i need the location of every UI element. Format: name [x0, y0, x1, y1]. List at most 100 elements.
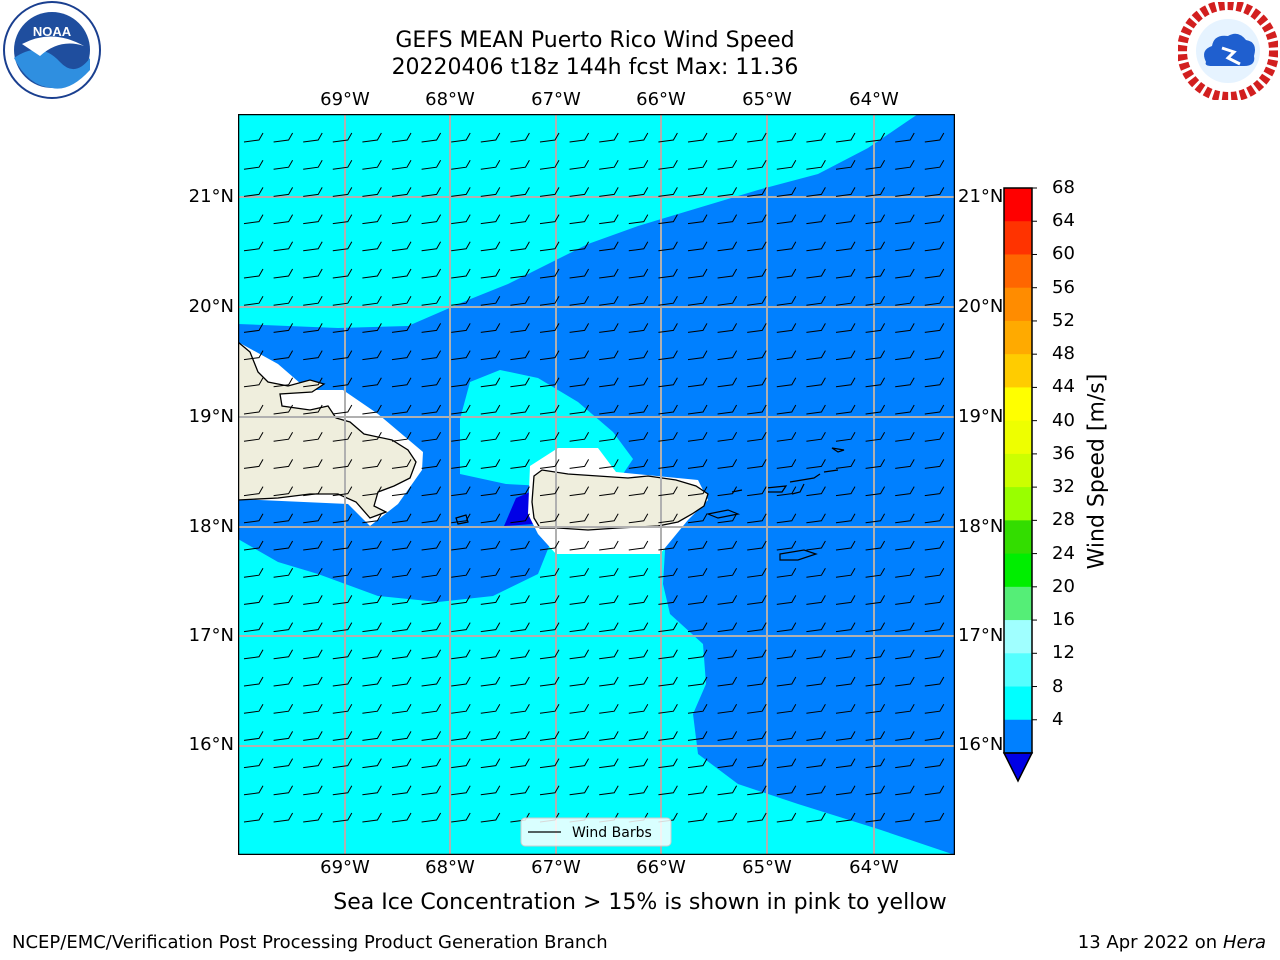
- wind-barb: [835, 676, 856, 687]
- wind-barb: [539, 622, 560, 633]
- wind-barb: [480, 295, 501, 306]
- wind-barb: [451, 567, 471, 578]
- wind-barb: [865, 595, 886, 605]
- wind-barb: [628, 703, 649, 714]
- wind-barb: [510, 132, 530, 143]
- wind-barb: [243, 703, 264, 714]
- wind-barb: [747, 567, 767, 578]
- lon-label-top-66w: 66°W: [636, 89, 686, 110]
- wind-barb: [628, 785, 649, 796]
- wind-barb: [451, 540, 471, 551]
- wind-barb: [599, 785, 619, 796]
- wind-barb: [480, 159, 501, 170]
- wind-barb: [421, 540, 442, 551]
- wind-barb: [747, 676, 767, 687]
- wind-barb: [776, 214, 797, 225]
- wind-barb: [865, 486, 886, 497]
- wind-barb: [806, 758, 826, 769]
- wind-barb: [391, 812, 412, 823]
- wind-barb: [865, 187, 886, 197]
- wind-barb: [243, 540, 264, 551]
- wind-barb: [332, 703, 353, 714]
- wind-barb: [451, 214, 471, 225]
- wind-barb: [391, 159, 412, 170]
- wind-barb: [421, 214, 442, 225]
- wind-barb: [717, 785, 738, 796]
- wind-barb: [480, 132, 501, 143]
- wind-barb: [303, 404, 323, 415]
- wind-barb: [451, 785, 471, 796]
- wind-barb: [776, 540, 797, 551]
- wind-barb: [717, 486, 738, 497]
- wind-barb: [303, 132, 323, 143]
- wind-barb: [865, 622, 886, 633]
- wind-barb: [806, 812, 826, 823]
- wind-barb: [776, 731, 797, 741]
- wind-barb: [895, 350, 915, 361]
- wind-barb: [924, 431, 945, 442]
- wind-barb: [421, 649, 442, 660]
- wind-barb: [539, 758, 560, 769]
- wind-barb: [628, 159, 649, 170]
- wind-barb: [687, 404, 708, 415]
- wind-barb: [539, 404, 560, 415]
- wind-barb: [332, 295, 353, 306]
- colorbar-segment: [1004, 320, 1032, 355]
- wind-barb: [599, 187, 619, 197]
- wind-barb: [776, 785, 797, 796]
- wind-barb: [717, 812, 738, 823]
- wind-barb: [658, 404, 678, 415]
- wind-barb: [924, 513, 945, 524]
- wind-barb: [776, 649, 797, 660]
- wind-barb: [717, 295, 738, 306]
- colorbar-segment: [1004, 553, 1032, 588]
- wind-barb: [599, 323, 619, 333]
- wind-barb: [569, 486, 590, 497]
- wind-barb: [510, 758, 530, 769]
- wind-barb: [391, 567, 412, 578]
- wind-barb: [451, 404, 471, 415]
- wind-barb: [362, 785, 382, 796]
- wind-barb: [628, 676, 649, 687]
- lon-label-bottom-68w: 68°W: [425, 857, 475, 878]
- wind-barb: [865, 323, 886, 333]
- wind-barb: [362, 513, 382, 524]
- wind-barb: [451, 459, 471, 469]
- wind-barb: [924, 350, 945, 361]
- wind-barb: [539, 159, 560, 170]
- wind-barb: [510, 268, 530, 279]
- wind-barb: [273, 812, 294, 823]
- wind-barb: [747, 377, 767, 388]
- wind-barb: [924, 159, 945, 170]
- wind-barb: [451, 731, 471, 741]
- wind-barb: [658, 703, 678, 714]
- colorbar-tick-label: 24: [1052, 542, 1075, 564]
- wind-barb: [806, 649, 826, 660]
- wind-barb: [924, 785, 945, 796]
- lat-label-right-16n: 16°N: [958, 734, 1004, 755]
- wind-barb: [835, 486, 856, 497]
- wind-barb: [628, 431, 649, 442]
- wind-barb: [539, 676, 560, 687]
- wind-barb: [806, 513, 826, 524]
- wind-barb: [835, 159, 856, 170]
- wind-barb: [569, 758, 590, 769]
- wind-barb: [658, 595, 678, 605]
- wind-barb: [480, 567, 501, 578]
- wind-barb: [806, 731, 826, 741]
- wind-barb: [362, 159, 382, 170]
- wind-barb: [628, 268, 649, 279]
- colorbar-segment: [1004, 620, 1032, 654]
- colorbar-segment: [1004, 387, 1032, 422]
- land-virgin-islands: [731, 447, 845, 495]
- wind-barb: [451, 159, 471, 170]
- wind-barb: [687, 731, 708, 741]
- wind-barb: [924, 132, 945, 143]
- wind-barb: [303, 295, 323, 306]
- wind-barb: [569, 785, 590, 796]
- wind-barb: [569, 513, 590, 524]
- wind-barb: [569, 377, 590, 388]
- wind-barb: [865, 295, 886, 306]
- wind-barb: [332, 459, 353, 469]
- wind-barb: [628, 567, 649, 578]
